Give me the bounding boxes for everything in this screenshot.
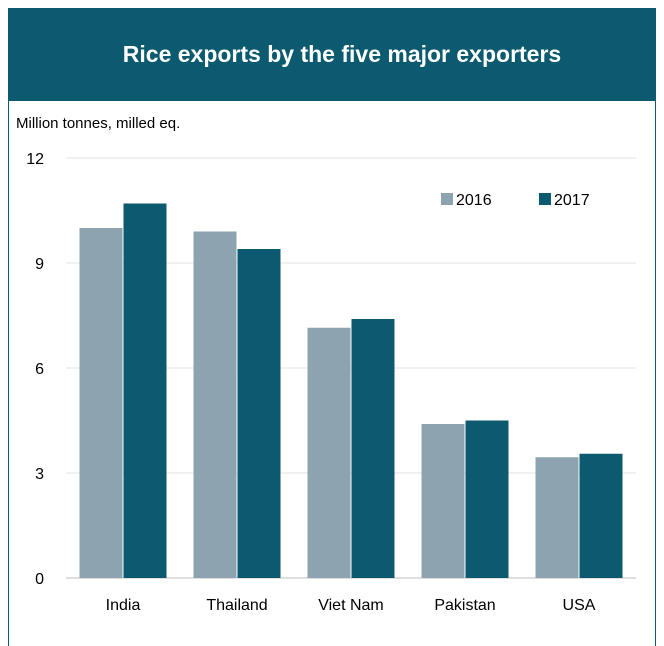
bar-2016-pakistan <box>421 424 465 578</box>
legend-label-2017: 2017 <box>554 192 590 209</box>
bar-2016-india <box>79 228 123 578</box>
bar-2017-india <box>123 203 167 578</box>
y-tick-label: 6 <box>35 361 44 378</box>
legend-label-2016: 2016 <box>456 192 492 209</box>
bar-2016-viet-nam <box>307 327 351 578</box>
y-tick-label: 3 <box>35 466 44 483</box>
bar-2016-usa <box>535 457 579 578</box>
y-tick-label: 0 <box>35 571 44 588</box>
y-tick-label: 12 <box>26 151 44 168</box>
x-tick-label: Thailand <box>206 597 267 614</box>
bar-2017-usa <box>579 453 623 578</box>
legend-swatch-2017 <box>539 193 551 205</box>
bar-2016-thailand <box>193 231 237 578</box>
bar-2017-thailand <box>237 249 281 578</box>
x-tick-label: USA <box>563 597 596 614</box>
x-tick-label: Viet Nam <box>318 597 384 614</box>
y-axis-unit-label: Million tonnes, milled eq. <box>16 115 181 132</box>
x-tick-label: India <box>106 597 141 614</box>
bar-2017-viet-nam <box>351 319 395 578</box>
y-tick-label: 9 <box>35 256 44 273</box>
chart-header: Rice exports by the five major exporters <box>9 8 655 101</box>
legend-swatch-2016 <box>441 193 453 205</box>
x-tick-label: Pakistan <box>434 597 495 614</box>
bar-2017-pakistan <box>465 420 509 578</box>
chart-title: Rice exports by the five major exporters <box>122 41 562 67</box>
